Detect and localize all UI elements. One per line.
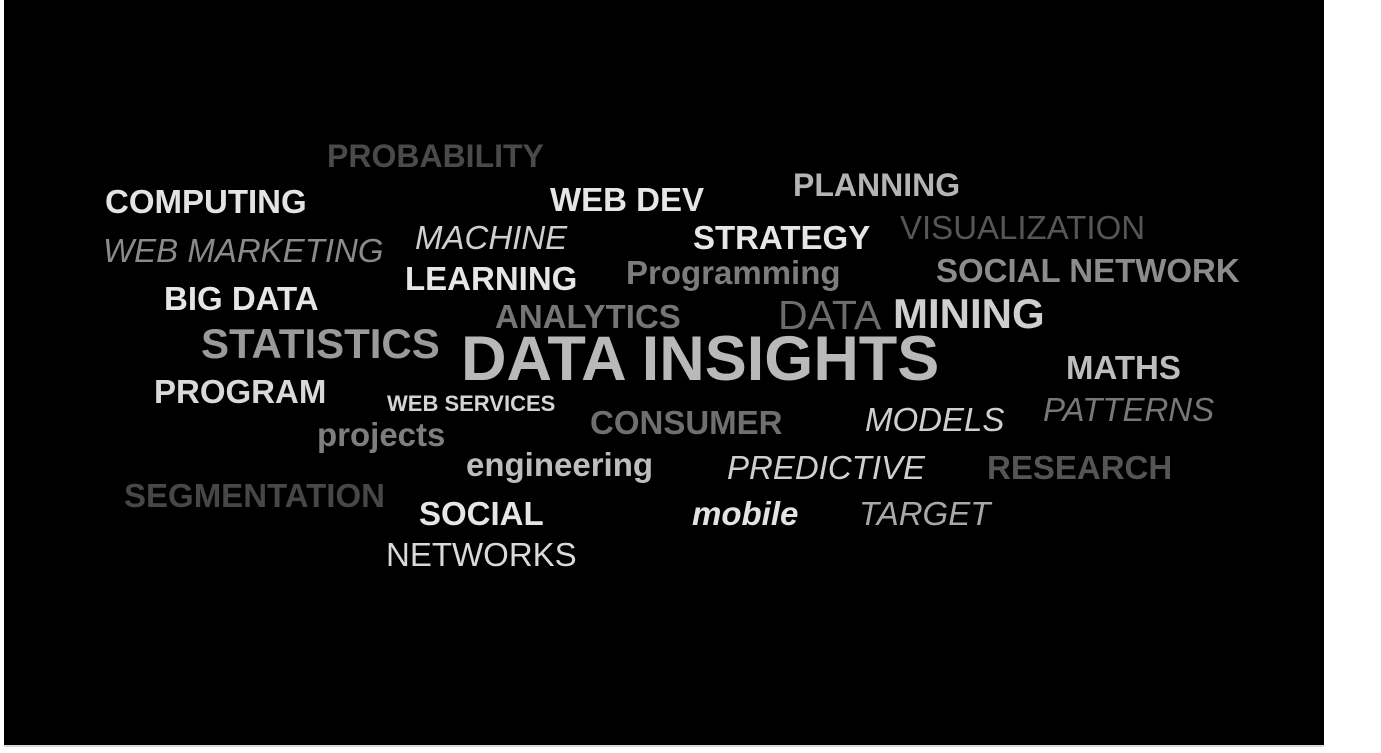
word-segmentation: SEGMENTATION: [124, 477, 385, 514]
word-analytics: ANALYTICS: [495, 298, 681, 335]
word-cloud-image: PROBABILITY COMPUTING WEB DEV PLANNING W…: [4, 0, 1324, 745]
word-maths: MATHS: [1066, 349, 1181, 386]
word-statistics: STATISTICS: [201, 320, 440, 367]
word-program: PROGRAM: [154, 373, 327, 410]
word-data: DATA: [778, 292, 882, 338]
word-social: SOCIAL: [419, 495, 544, 532]
word-data-insights: DATA INSIGHTS: [461, 324, 940, 394]
word-learning: LEARNING: [405, 260, 578, 297]
word-consumer: CONSUMER: [590, 404, 783, 441]
word-engineering: engineering: [466, 446, 654, 483]
word-predictive: PREDICTIVE: [727, 449, 926, 486]
page-edge-shadow: [4, 745, 1324, 747]
word-strategy: STRATEGY: [693, 219, 871, 256]
word-web-marketing: WEB MARKETING: [103, 232, 384, 269]
word-probability: PROBABILITY: [327, 138, 544, 174]
word-web-services: WEB SERVICES: [387, 391, 556, 416]
word-patterns: PATTERNS: [1043, 391, 1215, 428]
word-networks: NETWORKS: [386, 536, 577, 573]
word-big-data: BIG DATA: [164, 280, 319, 317]
word-social-network: SOCIAL NETWORK: [936, 252, 1240, 289]
word-research: RESEARCH: [987, 449, 1173, 486]
word-web-dev: WEB DEV: [550, 181, 705, 218]
word-projects: projects: [317, 416, 446, 453]
word-mining: MINING: [893, 290, 1045, 337]
word-models: MODELS: [865, 401, 1005, 438]
word-planning: PLANNING: [793, 167, 961, 203]
word-programming: Programming: [626, 254, 841, 291]
word-visualization: VISUALIZATION: [900, 209, 1146, 246]
word-machine: MACHINE: [415, 219, 568, 256]
word-computing: COMPUTING: [105, 183, 307, 220]
word-target: TARGET: [859, 495, 991, 532]
word-mobile: mobile: [692, 495, 799, 532]
